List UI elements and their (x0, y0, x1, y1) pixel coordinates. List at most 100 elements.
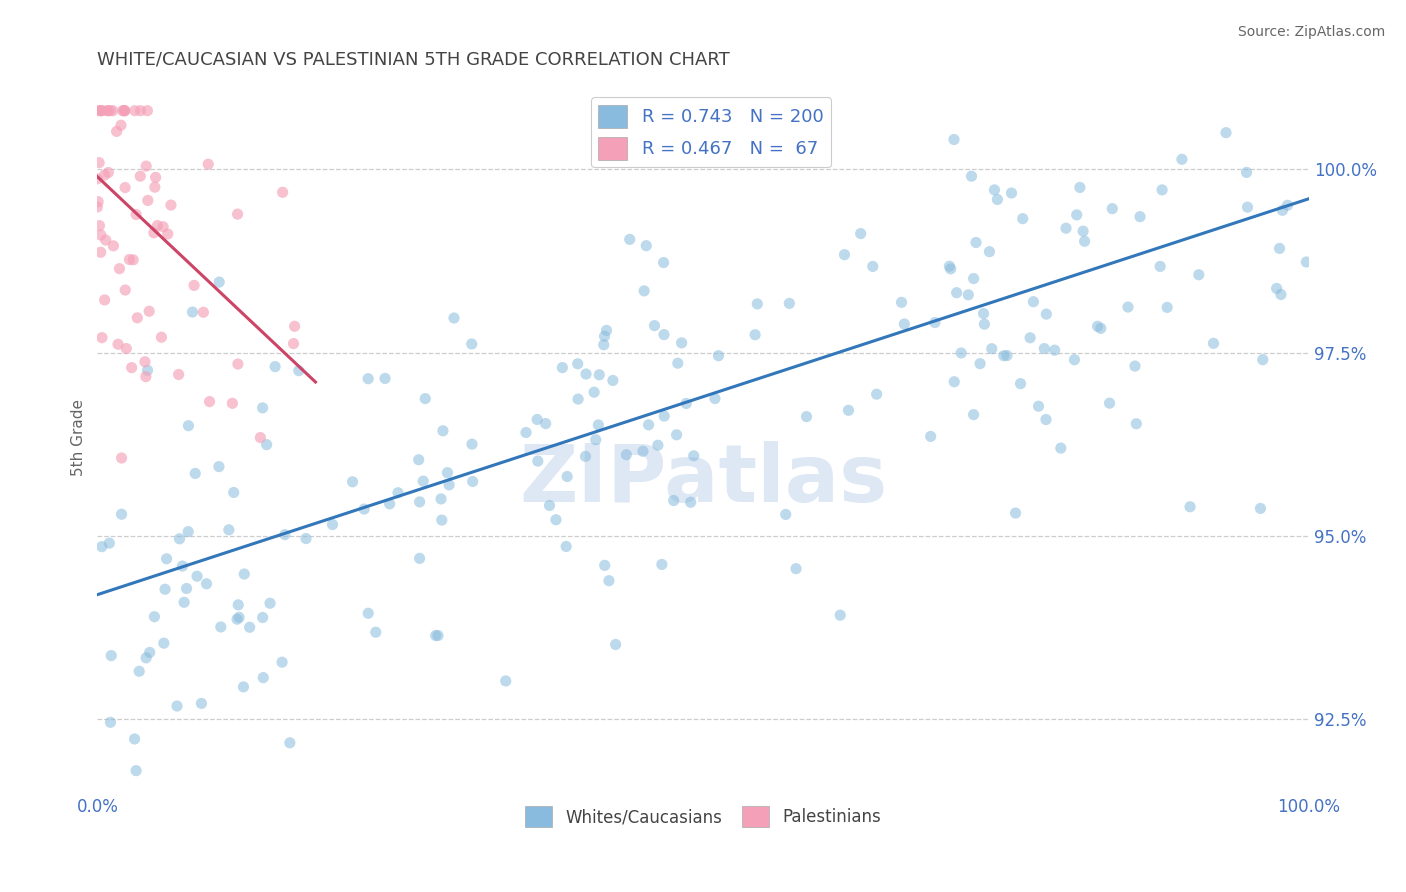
Point (1101, 202, 1123, 216)
Point (91, 331, 114, 345)
Point (408, 551, 430, 566)
Point (128, 665, 150, 679)
Point (98, 536, 121, 550)
Point (443, 311, 465, 326)
Point (239, 620, 262, 634)
Point (87, 155, 110, 169)
Point (1033, 342, 1056, 356)
Point (943, 132, 966, 146)
Point (284, 319, 307, 334)
Point (143, 180, 166, 194)
Point (1010, 376, 1032, 391)
Point (107, 337, 129, 351)
Point (849, 227, 872, 241)
Point (938, 259, 960, 273)
Point (1171, 153, 1194, 167)
Point (259, 596, 281, 610)
Point (283, 336, 305, 351)
Y-axis label: 5th Grade: 5th Grade (72, 399, 86, 475)
Point (166, 698, 188, 713)
Point (90, 245, 112, 260)
Point (226, 598, 249, 612)
Point (122, 252, 145, 267)
Point (127, 310, 149, 325)
Point (965, 235, 987, 250)
Point (226, 357, 249, 371)
Point (108, 261, 131, 276)
Point (633, 284, 655, 298)
Point (637, 417, 659, 432)
Point (114, 283, 136, 297)
Point (193, 305, 215, 319)
Point (110, 507, 132, 521)
Point (1277, 198, 1299, 212)
Point (538, 499, 561, 513)
Point (177, 418, 200, 433)
Point (962, 408, 984, 422)
Point (461, 437, 484, 451)
Point (605, 638, 627, 652)
Point (575, 367, 598, 381)
Point (121, 360, 143, 375)
Point (111, 103, 134, 118)
Point (1000, 186, 1022, 200)
Point (747, 297, 769, 311)
Point (249, 431, 271, 445)
Point (865, 387, 887, 401)
Point (129, 103, 152, 118)
Point (461, 337, 484, 351)
Point (167, 368, 190, 382)
Point (1069, 180, 1091, 194)
Point (973, 317, 995, 331)
Point (679, 495, 702, 509)
Point (177, 524, 200, 539)
Point (1236, 200, 1258, 214)
Text: WHITE/CAUCASIAN VS PALESTINIAN 5TH GRADE CORRELATION CHART: WHITE/CAUCASIAN VS PALESTINIAN 5TH GRADE… (97, 51, 730, 69)
Point (430, 491, 453, 506)
Point (636, 238, 658, 252)
Point (136, 103, 159, 118)
Point (950, 346, 973, 360)
Point (890, 295, 912, 310)
Point (893, 317, 915, 331)
Point (134, 355, 156, 369)
Point (430, 513, 453, 527)
Point (593, 558, 616, 573)
Point (1129, 210, 1152, 224)
Point (271, 186, 294, 200)
Point (90, 103, 112, 118)
Point (796, 409, 818, 424)
Point (143, 609, 166, 624)
Point (1049, 441, 1071, 455)
Point (602, 374, 624, 388)
Point (682, 449, 704, 463)
Point (190, 697, 212, 711)
Point (90, 540, 112, 554)
Point (1073, 234, 1095, 248)
Point (374, 371, 396, 385)
Point (939, 261, 962, 276)
Point (98, 103, 121, 118)
Point (150, 330, 173, 344)
Point (413, 392, 436, 406)
Point (408, 452, 430, 467)
Point (124, 103, 146, 118)
Point (945, 285, 967, 300)
Point (103, 239, 125, 253)
Point (778, 296, 800, 310)
Point (744, 327, 766, 342)
Point (555, 540, 578, 554)
Point (264, 359, 287, 374)
Point (90, 103, 112, 118)
Point (181, 305, 204, 319)
Point (1295, 255, 1317, 269)
Point (1054, 221, 1077, 235)
Point (526, 412, 548, 426)
Point (387, 485, 409, 500)
Point (957, 288, 980, 302)
Point (364, 625, 387, 640)
Point (1152, 183, 1174, 197)
Point (862, 260, 884, 274)
Point (830, 608, 852, 623)
Point (585, 433, 607, 447)
